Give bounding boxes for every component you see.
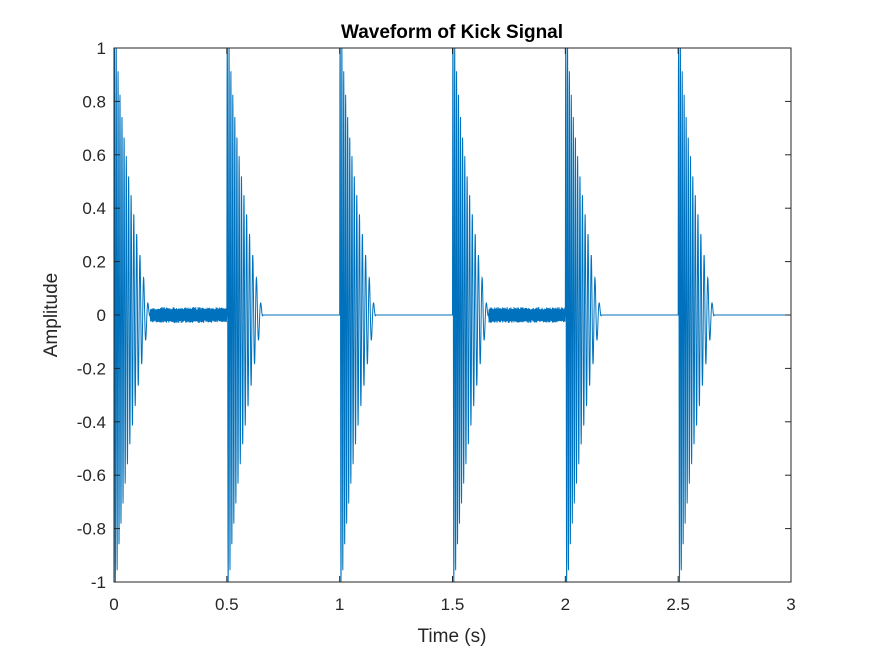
- x-tick-label: 0: [109, 595, 118, 614]
- y-tick-label: 1: [97, 39, 106, 58]
- x-tick-label: 3: [786, 595, 795, 614]
- y-tick-label: 0.8: [82, 92, 106, 111]
- y-tick-label: 0: [97, 306, 106, 325]
- x-axis-label: Time (s): [418, 626, 487, 647]
- y-tick-label: 0.6: [82, 146, 106, 165]
- y-tick-label: -1: [91, 573, 106, 592]
- x-tick-label: 1: [335, 595, 344, 614]
- y-tick-label: -0.6: [77, 466, 106, 485]
- plot-area: [113, 47, 791, 583]
- x-tick-label: 1.5: [441, 595, 465, 614]
- x-tick-label: 2.5: [666, 595, 690, 614]
- x-tick-label: 2: [561, 595, 570, 614]
- y-tick-label: 0.2: [82, 253, 106, 272]
- y-tick-label: -0.2: [77, 359, 106, 378]
- x-axis-ticks: 0 0.5 1 1.5 2 2.5 3: [109, 48, 796, 614]
- y-tick-label: -0.4: [77, 413, 106, 432]
- waveform-line: [113, 47, 791, 583]
- y-tick-label: -0.8: [77, 520, 106, 539]
- y-tick-label: 0.4: [82, 199, 106, 218]
- y-axis-ticks: -1 -0.8 -0.6 -0.4 -0.2 0 0.2 0.4 0.6 0.8 1: [77, 39, 791, 592]
- x-tick-label: 0.5: [215, 595, 239, 614]
- chart-title: Waveform of Kick Signal: [341, 22, 563, 43]
- y-axis-label: Amplitude: [41, 273, 62, 358]
